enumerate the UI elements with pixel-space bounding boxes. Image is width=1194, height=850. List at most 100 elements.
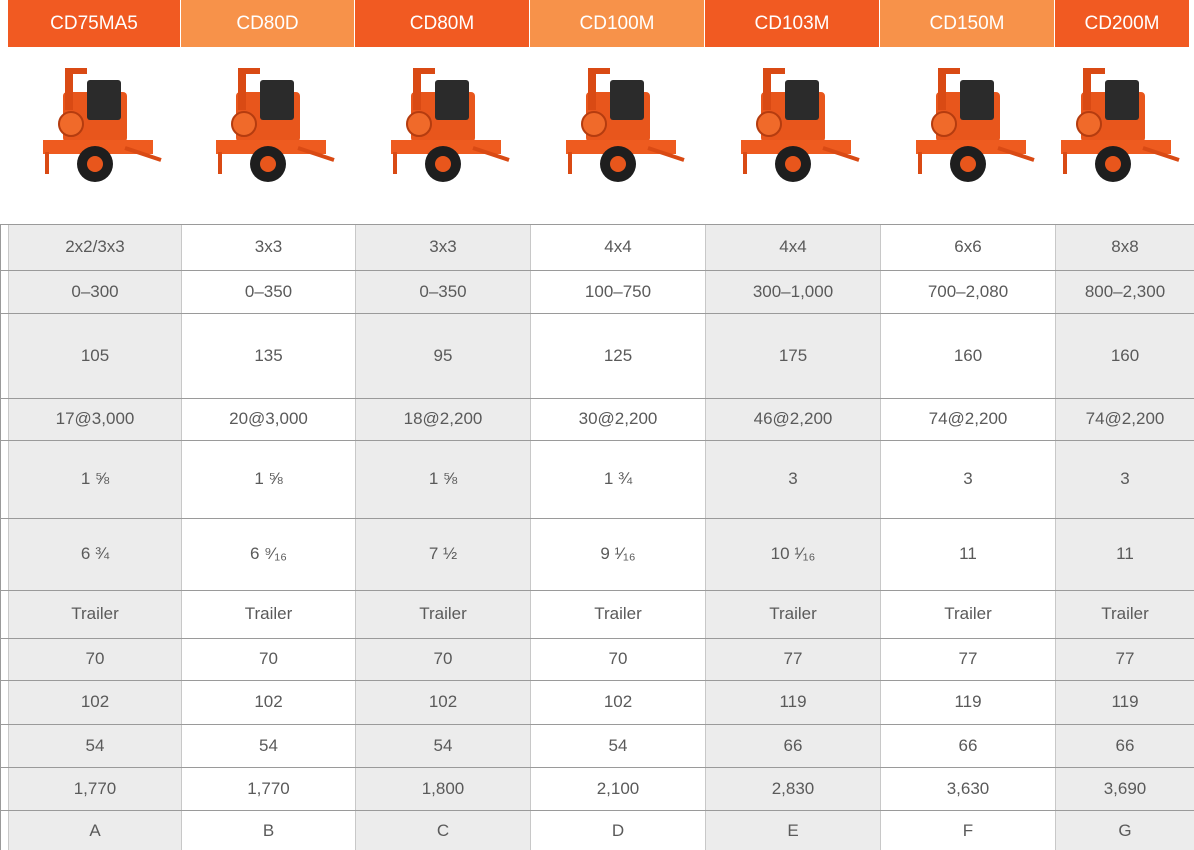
spec-cell: 6 ⁹⁄₁₆: [181, 518, 355, 590]
model-header: CD100M: [530, 0, 704, 47]
spec-cell: 3,630: [880, 767, 1055, 810]
spec-cell: Trailer: [880, 590, 1055, 638]
spec-cell: 74@2,200: [880, 398, 1055, 440]
spec-cell: 30@2,200: [530, 398, 705, 440]
spec-cell: 119: [705, 680, 880, 724]
spec-cell: 102: [8, 680, 181, 724]
spec-cell: 1,770: [8, 767, 181, 810]
pump-drawing: [198, 62, 338, 192]
spec-cell: Trailer: [8, 590, 181, 638]
row-divider: [0, 440, 1194, 441]
spec-cell: 20@3,000: [181, 398, 355, 440]
pump-drawing: [1043, 62, 1183, 192]
row-divider: [0, 767, 1194, 768]
spec-cell: F: [880, 810, 1055, 850]
row-divider: [0, 724, 1194, 725]
model-header: CD150M: [880, 0, 1054, 47]
spec-cell: 18@2,200: [355, 398, 530, 440]
spec-cell: 54: [355, 724, 530, 767]
spec-cell: 300–1,000: [705, 270, 880, 313]
spec-cell: 102: [181, 680, 355, 724]
spec-cell: 46@2,200: [705, 398, 880, 440]
spec-cell: 66: [1055, 724, 1194, 767]
spec-cell: 54: [181, 724, 355, 767]
spec-cell: 102: [530, 680, 705, 724]
spec-cell: 1 ¾: [530, 440, 705, 518]
spec-table-page: CD75MA5 CD80D CD80M CD100M: [0, 0, 1194, 850]
spec-cell: 102: [355, 680, 530, 724]
spec-cell: 700–2,080: [880, 270, 1055, 313]
model-header: CD103M: [705, 0, 879, 47]
spec-cell: D: [530, 810, 705, 850]
spec-cell: Trailer: [530, 590, 705, 638]
spec-cell: E: [705, 810, 880, 850]
spec-cell: 54: [8, 724, 181, 767]
row-divider: [0, 638, 1194, 639]
pump-image: [25, 62, 165, 197]
spec-cell: 9 ¹⁄₁₆: [530, 518, 705, 590]
row-divider: [0, 680, 1194, 681]
spec-cell: 70: [530, 638, 705, 680]
pump-image: [898, 62, 1038, 197]
spec-cell: 95: [355, 313, 530, 398]
spec-cell: 160: [880, 313, 1055, 398]
spec-cell: B: [181, 810, 355, 850]
spec-cell: 175: [705, 313, 880, 398]
spec-cell: 4x4: [705, 224, 880, 270]
spec-cell: Trailer: [705, 590, 880, 638]
spec-cell: 77: [1055, 638, 1194, 680]
spec-cell: 54: [530, 724, 705, 767]
pump-drawing: [373, 62, 513, 192]
spec-cell: 1 ⅝: [355, 440, 530, 518]
model-header: CD200M: [1055, 0, 1189, 47]
spec-cell: Trailer: [355, 590, 530, 638]
spec-cell: 0–350: [355, 270, 530, 313]
spec-cell: 8x8: [1055, 224, 1194, 270]
spec-cell: 6 ¾: [8, 518, 181, 590]
spec-cell: 3x3: [355, 224, 530, 270]
spec-cell: 160: [1055, 313, 1194, 398]
model-header: CD75MA5: [8, 0, 180, 47]
spec-cell: 17@3,000: [8, 398, 181, 440]
spec-cell: 3: [1055, 440, 1194, 518]
row-divider: [0, 398, 1194, 399]
spec-cell: 6x6: [880, 224, 1055, 270]
pump-image: [723, 62, 863, 197]
spec-cell: 4x4: [530, 224, 705, 270]
spec-cell: 3x3: [181, 224, 355, 270]
spec-cell: 125: [530, 313, 705, 398]
pump-drawing: [723, 62, 863, 192]
spec-cell: 11: [880, 518, 1055, 590]
spec-cell: 2,830: [705, 767, 880, 810]
row-divider: [0, 518, 1194, 519]
spec-cell: 1,770: [181, 767, 355, 810]
spec-cell: 119: [880, 680, 1055, 724]
row-divider: [0, 224, 1194, 225]
pump-image: [373, 62, 513, 197]
spec-cell: C: [355, 810, 530, 850]
spec-cell: 119: [1055, 680, 1194, 724]
spec-cell: 100–750: [530, 270, 705, 313]
spec-cell: 3: [705, 440, 880, 518]
pump-drawing: [25, 62, 165, 192]
spec-cell: 800–2,300: [1055, 270, 1194, 313]
spec-cell: 70: [181, 638, 355, 680]
spec-cell: 11: [1055, 518, 1194, 590]
pump-image: [198, 62, 338, 197]
spec-cell: 2x2/3x3: [8, 224, 181, 270]
pump-image: [1043, 62, 1183, 197]
spec-cell: A: [8, 810, 181, 850]
model-header: CD80D: [181, 0, 354, 47]
spec-cell: 7 ½: [355, 518, 530, 590]
pump-image: [548, 62, 688, 197]
spec-cell: 105: [8, 313, 181, 398]
row-divider: [0, 810, 1194, 811]
spec-cell: Trailer: [181, 590, 355, 638]
pump-drawing: [548, 62, 688, 192]
spec-cell: 70: [355, 638, 530, 680]
spec-cell: 135: [181, 313, 355, 398]
spec-cell: 1 ⅝: [8, 440, 181, 518]
spec-cell: Trailer: [1055, 590, 1194, 638]
left-border: [0, 224, 1, 850]
spec-cell: 1 ⅝: [181, 440, 355, 518]
